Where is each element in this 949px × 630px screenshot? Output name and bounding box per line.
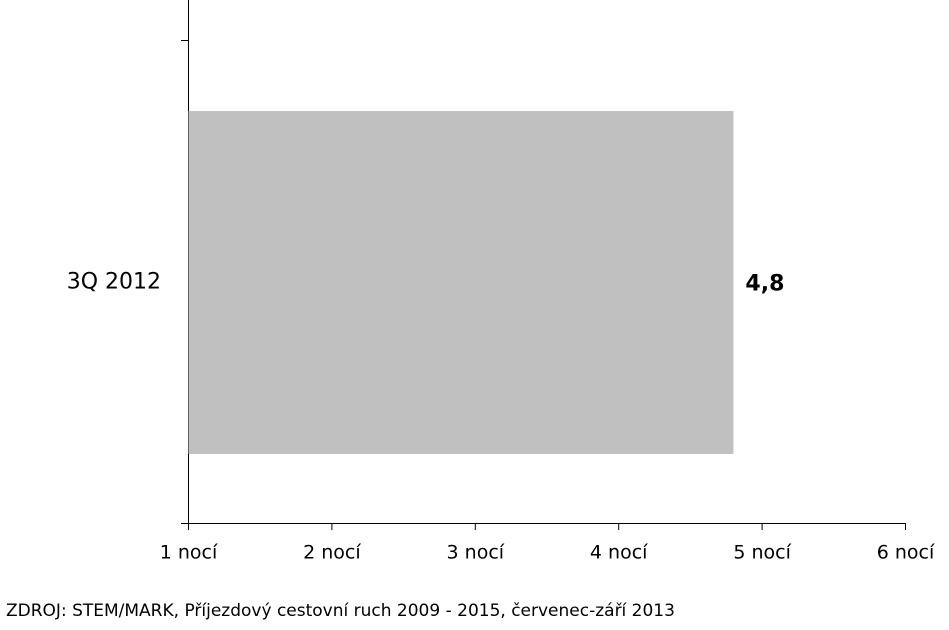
x-tick-label: 6 nocí [877,542,935,564]
x-tick-label: 2 nocí [303,542,361,564]
source-note: ZDROJ: STEM/MARK, Příjezdový cestovní ru… [6,601,675,621]
x-tick-label: 4 nocí [590,542,648,564]
x-tick-label: 3 nocí [447,542,505,564]
bar [188,111,734,454]
category-label: 3Q 2012 [67,270,161,295]
value-label: 4,8 [745,272,784,297]
x-tick-label: 1 nocí [160,542,218,564]
x-tick-label: 5 nocí [733,542,791,564]
